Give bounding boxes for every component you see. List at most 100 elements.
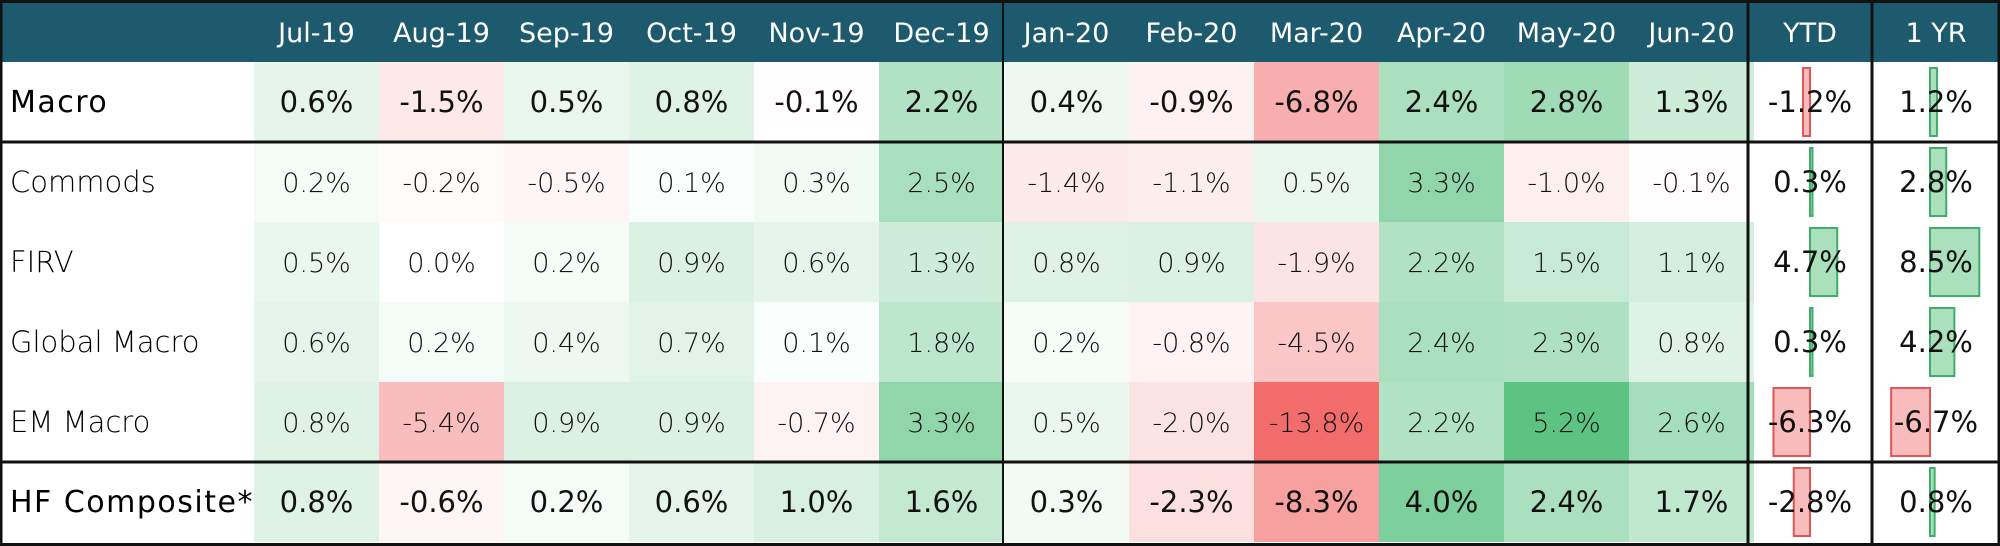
cell-value-em-macro-may-20: 5.2% <box>1532 408 1601 439</box>
cell-value-global-macro-feb-20: -0.8% <box>1152 328 1230 359</box>
cell-value-hf-composite-may-20: 2.4% <box>1530 485 1604 519</box>
column-header-jan-20: Jan-20 <box>1022 18 1110 49</box>
cell-value-global-macro-sep-19: 0.4% <box>532 328 601 359</box>
heat-cell-commods-feb-20 <box>1129 142 1254 222</box>
column-header-mar-20: Mar-20 <box>1270 18 1363 49</box>
row-label-global-macro: Global Macro <box>10 325 200 359</box>
heat-cell-em-macro-sep-19 <box>504 382 629 462</box>
cell-value-global-macro-oct-19: 0.7% <box>657 328 726 359</box>
cell-value-commods-apr-20: 3.3% <box>1407 168 1476 199</box>
heat-cell-hf-composite-nov-19 <box>754 462 879 542</box>
cell-value-global-macro-jun-20: 0.8% <box>1657 328 1726 359</box>
heat-cell-em-macro-aug-19 <box>379 382 504 462</box>
cell-value-global-macro-dec-19: 1.8% <box>907 328 976 359</box>
cell-value-em-macro-aug-19: -5.4% <box>402 408 480 439</box>
value-ytd-em-macro: -6.3% <box>1768 405 1852 439</box>
cell-value-hf-composite-jun-20: 1.7% <box>1655 485 1729 519</box>
column-header-ytd: YTD <box>1782 18 1837 49</box>
data-bar-1-yr-commods <box>1929 147 1948 217</box>
cell-value-commods-jan-20: -1.4% <box>1027 168 1105 199</box>
cell-value-commods-oct-19: 0.1% <box>657 168 726 199</box>
heat-cell-commods-jun-20 <box>1629 142 1754 222</box>
heat-cell-hf-composite-mar-20 <box>1254 462 1379 542</box>
column-header-may-20: May-20 <box>1517 18 1616 49</box>
cell-value-macro-oct-19: 0.8% <box>655 85 729 119</box>
cell-value-commods-sep-19: -0.5% <box>527 168 605 199</box>
heat-cell-hf-composite-sep-19 <box>504 462 629 542</box>
heat-cell-commods-aug-19 <box>379 142 504 222</box>
heat-cell-global-macro-apr-20 <box>1379 302 1504 382</box>
cell-value-commods-mar-20: 0.5% <box>1282 168 1351 199</box>
heat-cell-hf-composite-jan-20 <box>1004 462 1129 542</box>
cell-value-global-macro-jan-20: 0.2% <box>1032 328 1101 359</box>
heat-cell-global-macro-jul-19 <box>254 302 379 382</box>
value-1-yr-hf-composite: 0.8% <box>1899 485 1973 519</box>
heat-cell-firv-aug-19 <box>379 222 504 302</box>
heat-cell-macro-sep-19 <box>504 62 629 142</box>
cell-value-macro-mar-20: -6.8% <box>1274 85 1358 119</box>
heat-cell-firv-feb-20 <box>1129 222 1254 302</box>
heat-cell-firv-oct-19 <box>629 222 754 302</box>
cell-value-macro-sep-19: 0.5% <box>530 85 604 119</box>
heat-cell-commods-nov-19 <box>754 142 879 222</box>
value-ytd-macro: -1.2% <box>1768 85 1852 119</box>
cell-value-hf-composite-apr-20: 4.0% <box>1405 485 1479 519</box>
heat-cell-commods-mar-20 <box>1254 142 1379 222</box>
cell-value-macro-jul-19: 0.6% <box>280 85 354 119</box>
heat-cell-macro-dec-19 <box>879 62 1004 142</box>
row-label-commods: Commods <box>10 165 156 199</box>
cell-value-firv-aug-19: 0.0% <box>407 248 476 279</box>
heat-cell-hf-composite-jul-19 <box>254 462 379 542</box>
data-bar-ytd-firv <box>1809 227 1839 297</box>
cell-value-hf-composite-jan-20: 0.3% <box>1030 485 1104 519</box>
heat-cell-macro-feb-20 <box>1129 62 1254 142</box>
cell-value-em-macro-jul-19: 0.8% <box>282 408 351 439</box>
cell-value-em-macro-sep-19: 0.9% <box>532 408 601 439</box>
heat-cell-macro-jul-19 <box>254 62 379 142</box>
row-label-em-macro: EM Macro <box>10 405 150 439</box>
cell-value-firv-jan-20: 0.8% <box>1032 248 1101 279</box>
heat-cell-global-macro-jan-20 <box>1004 302 1129 382</box>
heat-cell-em-macro-mar-20 <box>1254 382 1379 462</box>
column-header-feb-20: Feb-20 <box>1146 18 1238 49</box>
heat-cell-macro-may-20 <box>1504 62 1629 142</box>
cell-value-macro-dec-19: 2.2% <box>905 85 979 119</box>
cell-value-em-macro-nov-19: -0.7% <box>777 408 855 439</box>
cell-value-macro-apr-20: 2.4% <box>1405 85 1479 119</box>
data-bar-1-yr-macro <box>1929 67 1938 137</box>
heat-cell-global-macro-jun-20 <box>1629 302 1754 382</box>
cell-text: Jul-19 Aug-19 Sep-19 Oct-19 Nov-19 Dec-19 Jan-… <box>10 18 1978 520</box>
heat-cell-global-macro-sep-19 <box>504 302 629 382</box>
column-header-jun-20: Jun-20 <box>1646 18 1734 49</box>
heat-cell-macro-jan-20 <box>1004 62 1129 142</box>
cell-value-global-macro-jul-19: 0.6% <box>282 328 351 359</box>
heat-cell-macro-mar-20 <box>1254 62 1379 142</box>
cell-value-em-macro-jun-20: 2.6% <box>1657 408 1726 439</box>
data-bar-ytd-macro <box>1802 67 1812 137</box>
value-1-yr-macro: 1.2% <box>1899 85 1973 119</box>
cell-value-em-macro-mar-20: -13.8% <box>1269 408 1365 439</box>
heat-cell-commods-sep-19 <box>504 142 629 222</box>
heat-cell-global-macro-may-20 <box>1504 302 1629 382</box>
value-ytd-global-macro: 0.3% <box>1773 325 1847 359</box>
heat-cell-macro-oct-19 <box>629 62 754 142</box>
cell-value-hf-composite-dec-19: 1.6% <box>905 485 979 519</box>
cell-value-hf-composite-mar-20: -8.3% <box>1274 485 1358 519</box>
heat-cell-em-macro-oct-19 <box>629 382 754 462</box>
value-1-yr-global-macro: 4.2% <box>1899 325 1973 359</box>
data-bar-ytd-hf-composite <box>1792 467 1812 537</box>
cell-value-macro-aug-19: -1.5% <box>399 85 483 119</box>
cell-value-global-macro-may-20: 2.3% <box>1532 328 1601 359</box>
cell-value-hf-composite-aug-19: -0.6% <box>399 485 483 519</box>
cell-value-firv-feb-20: 0.9% <box>1157 248 1226 279</box>
heat-cell-macro-aug-19 <box>379 62 504 142</box>
column-header-sep-19: Sep-19 <box>519 18 614 49</box>
cell-value-firv-jun-20: 1.1% <box>1657 248 1726 279</box>
column-header-nov-19: Nov-19 <box>768 18 864 49</box>
value-1-yr-em-macro: -6.7% <box>1894 405 1978 439</box>
row-label-macro: Macro <box>10 85 108 120</box>
cell-value-global-macro-apr-20: 2.4% <box>1407 328 1476 359</box>
data-bar-1-yr-em-macro <box>1890 387 1932 457</box>
